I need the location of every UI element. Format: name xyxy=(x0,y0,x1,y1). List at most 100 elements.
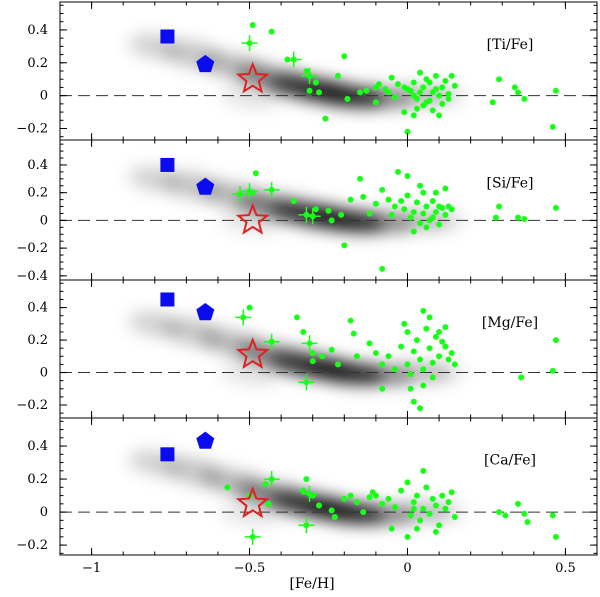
y-tick-label: 0 xyxy=(40,213,48,228)
data-point xyxy=(268,28,275,35)
data-point xyxy=(398,487,405,494)
data-point xyxy=(420,102,427,109)
data-point xyxy=(407,214,414,221)
blue-pentagon-marker xyxy=(196,54,215,73)
data-point xyxy=(376,81,383,88)
red-star-marker xyxy=(235,486,270,519)
data-point xyxy=(347,196,354,203)
data-point xyxy=(432,86,439,93)
error-point-marker xyxy=(303,379,310,386)
data-point xyxy=(407,371,414,378)
error-point-marker xyxy=(237,191,244,198)
data-point xyxy=(410,209,417,216)
y-tick-label: 0.4 xyxy=(27,439,48,454)
y-tick-label: 0.4 xyxy=(27,23,48,38)
data-point xyxy=(262,481,269,488)
panel-frame xyxy=(59,279,598,419)
data-point xyxy=(521,95,528,102)
data-point xyxy=(246,304,253,311)
data-point xyxy=(429,214,436,221)
data-point xyxy=(379,186,386,193)
error-point xyxy=(301,335,318,352)
data-point xyxy=(521,216,528,223)
error-point-marker xyxy=(306,490,313,497)
data-point xyxy=(429,495,436,502)
data-point xyxy=(388,74,395,81)
data-point xyxy=(410,79,417,86)
error-point-marker xyxy=(246,188,253,195)
blue-square-marker xyxy=(160,292,175,307)
data-point xyxy=(417,182,424,189)
data-point xyxy=(448,72,455,79)
x-tick-label: −1 xyxy=(82,561,101,576)
data-point xyxy=(372,492,379,499)
red-star-marker xyxy=(235,336,270,370)
panel-label: [Ca/Fe] xyxy=(484,453,536,469)
data-point xyxy=(391,94,398,101)
data-point xyxy=(445,91,452,97)
data-point xyxy=(420,84,427,91)
data-point xyxy=(423,76,430,83)
data-point xyxy=(316,89,323,96)
blue-square-marker xyxy=(160,29,175,44)
data-point xyxy=(303,68,310,74)
data-point xyxy=(401,109,408,116)
error-point xyxy=(244,528,261,545)
data-point xyxy=(432,189,439,196)
error-point xyxy=(263,471,280,488)
data-point xyxy=(410,112,417,119)
y-tick-label: −0.2 xyxy=(16,241,48,256)
data-point xyxy=(322,115,329,122)
blue-pentagon-marker xyxy=(196,431,215,449)
y-tick-label: −0.2 xyxy=(16,538,48,553)
error-point xyxy=(232,186,249,203)
error-point xyxy=(301,67,318,84)
panel-frame xyxy=(59,417,598,556)
y-tick-label: 0.2 xyxy=(27,472,48,487)
y-tick-label: 0 xyxy=(40,505,48,520)
data-point xyxy=(344,95,351,102)
data-point xyxy=(502,512,509,519)
data-point xyxy=(423,203,430,210)
error-point xyxy=(285,51,302,68)
data-point xyxy=(417,69,424,76)
panel-ti-fe: −0.2 0 0.2 0.4 [Ti/Fe] xyxy=(16,1,598,141)
panel-si-fe: −0.4 −0.2 0 0.2 0.4 [Si/Fe] xyxy=(16,139,598,284)
density-cloud xyxy=(128,311,464,386)
red-star-marker xyxy=(235,202,270,235)
data-point xyxy=(417,517,424,524)
data-point xyxy=(448,489,455,496)
x-axis-title: [Fe/H] xyxy=(289,576,334,592)
data-point xyxy=(429,359,436,366)
x-tick-label: 0.5 xyxy=(555,561,576,576)
data-point xyxy=(309,358,316,365)
data-point xyxy=(413,95,420,102)
error-point xyxy=(298,517,315,534)
data-point xyxy=(404,86,411,93)
density-cloud xyxy=(128,450,464,525)
x-axis: −1 −0.5 0 0.5 xyxy=(82,561,576,576)
data-point xyxy=(391,203,398,210)
data-point xyxy=(394,81,401,88)
blue-square-marker xyxy=(160,447,175,462)
data-point xyxy=(552,533,559,540)
data-point xyxy=(432,333,439,340)
data-point xyxy=(432,209,439,216)
data-point xyxy=(426,314,433,321)
data-point xyxy=(442,211,449,218)
data-point xyxy=(496,76,503,83)
data-point xyxy=(448,350,455,357)
data-point xyxy=(328,507,335,514)
blue-pentagon-marker xyxy=(196,177,215,195)
density-blob xyxy=(219,366,280,385)
error-point xyxy=(241,35,258,52)
y-tick-label: 0.2 xyxy=(27,333,48,348)
data-point xyxy=(448,206,455,213)
data-point xyxy=(316,502,323,509)
data-point xyxy=(420,366,427,373)
data-point xyxy=(439,100,446,107)
data-point xyxy=(492,214,499,221)
y-tick-label: −0.4 xyxy=(16,269,48,284)
data-point xyxy=(306,87,313,94)
